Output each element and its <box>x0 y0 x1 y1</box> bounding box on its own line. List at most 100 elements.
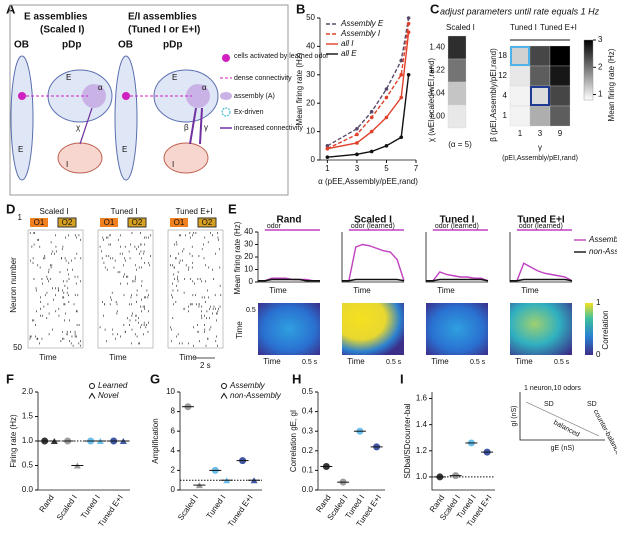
axis-label: Correlation <box>601 310 610 349</box>
odor-label: O1 <box>174 218 185 227</box>
corr-map <box>426 303 488 355</box>
title: E assemblies <box>24 12 88 23</box>
legend-marker <box>221 383 227 389</box>
x-tick-label: Rand <box>38 493 56 514</box>
series-line <box>327 17 410 147</box>
y-tick-label: 30 <box>306 70 315 79</box>
cell <box>18 92 26 100</box>
point <box>399 135 404 140</box>
chart-title: Tuned E+I <box>517 215 565 226</box>
legend-label: all E <box>341 49 357 58</box>
chart-title: Scaled I <box>354 215 392 226</box>
inset-axis <box>519 392 605 441</box>
x-tick-label: Scaled I <box>55 493 79 522</box>
y-tick-label: 1.0 <box>416 472 428 481</box>
odor-label: O2 <box>132 218 143 227</box>
y-tick-label: 1.2 <box>416 446 428 455</box>
x-tick-label: 5 <box>384 164 389 173</box>
y-tick-label: 0.4 <box>302 407 314 416</box>
axis-label: Mean firing rate (Hz) <box>233 221 242 294</box>
odor-box <box>170 218 188 227</box>
row-label: 1.40 <box>429 43 445 52</box>
title: E/I assemblies <box>128 12 197 23</box>
chart-title: Tuned I <box>440 215 475 226</box>
odor-box <box>100 218 118 227</box>
y-tick-label: 40 <box>244 227 253 236</box>
y-tick-label: 0.5 <box>302 387 314 396</box>
x-tick-label: Tuned I <box>79 493 102 520</box>
cbar-tick-label: 3 <box>598 35 603 44</box>
inset-sd: SD <box>544 401 554 408</box>
series-line <box>342 243 405 282</box>
raster-title: Scaled I <box>40 207 69 216</box>
point <box>399 58 404 63</box>
panel-label: H <box>292 371 301 386</box>
odor-box <box>30 218 48 227</box>
axis-label: Time <box>39 353 57 362</box>
axis-label: Time <box>431 357 449 366</box>
y-tick-label: 0 <box>311 155 316 164</box>
y-tick-label: 4 <box>171 446 176 455</box>
point <box>355 126 359 131</box>
series-line <box>510 278 573 282</box>
point <box>369 115 374 120</box>
axis-label: Time <box>235 321 244 339</box>
point <box>406 16 411 20</box>
heat-cell <box>549 45 571 67</box>
heat-cell <box>549 65 571 87</box>
row-label: 12 <box>498 71 507 80</box>
label: α <box>98 83 103 92</box>
ob <box>10 55 34 181</box>
panel-label: G <box>150 371 160 386</box>
point <box>369 129 374 134</box>
cbar-tick: 0 <box>596 350 601 359</box>
legend-icon <box>222 54 230 62</box>
heat-cell <box>509 45 531 67</box>
scale-label: 0.5 s <box>246 307 262 314</box>
x-tick-label: Tuned I <box>205 493 228 520</box>
panel-label: C <box>430 1 440 16</box>
label: E <box>122 145 127 154</box>
series-line <box>258 278 320 282</box>
legend-marker <box>220 392 228 399</box>
legend-label: all I <box>341 39 354 48</box>
ob <box>114 55 138 181</box>
axis-label: Time <box>269 286 287 295</box>
point <box>399 95 404 100</box>
y-axis-label: Mean firing rate (Hz) <box>295 52 304 125</box>
corr-map <box>510 303 572 355</box>
heat-cell <box>447 104 467 129</box>
assembly <box>186 84 210 108</box>
legend-label: Learned <box>98 381 128 390</box>
legend-text: assembly (A) <box>234 93 275 100</box>
label: Tuned E+I <box>540 23 577 32</box>
cbar-tick-label: 2 <box>598 62 603 71</box>
highlight <box>510 46 530 66</box>
label: γ <box>204 123 208 132</box>
y-axis-label: Firing rate (Hz) <box>9 414 18 468</box>
series-line <box>426 271 489 282</box>
i-pop <box>57 142 103 174</box>
axis <box>509 232 572 283</box>
legend-marker <box>88 392 96 399</box>
highlight <box>530 86 550 106</box>
point <box>399 73 404 77</box>
series-line <box>510 262 573 282</box>
row-label: 1.04 <box>429 89 445 98</box>
col-label: 9 <box>558 129 563 138</box>
axis-label: (pEI,Assembly/pEI,rand) <box>502 155 578 162</box>
legend-label: Assembly E <box>340 19 384 28</box>
inset-xlabel: gE (nS) <box>551 445 575 452</box>
y-axis-label: Amplification <box>151 418 160 463</box>
odor-label: O2 <box>202 218 213 227</box>
i-pop <box>163 142 209 174</box>
y-tick-label: 10 <box>244 265 253 274</box>
label: I <box>172 160 174 169</box>
row-label: 1.00 <box>429 112 445 121</box>
y-tick-label: 0.5 <box>22 461 34 470</box>
axis-label: Time <box>179 353 197 362</box>
label: χ <box>76 123 81 132</box>
title: adjust parameters until rate equals 1 Hz <box>440 6 600 16</box>
point <box>384 87 389 91</box>
annotation: odor <box>267 223 282 230</box>
